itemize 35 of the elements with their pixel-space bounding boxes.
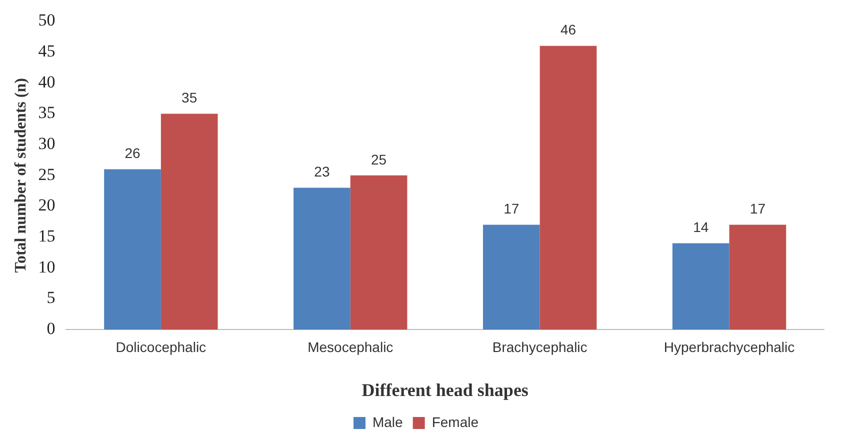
data-label: 17: [750, 200, 766, 217]
x-tick-label: Mesocephalic: [308, 338, 394, 355]
bar: [482, 224, 540, 330]
data-label: 25: [371, 151, 387, 168]
y-tick-label: 40: [38, 72, 56, 92]
y-tick-label: 45: [38, 42, 56, 61]
data-label: 46: [560, 22, 576, 38]
y-tick-label: 50: [38, 10, 56, 30]
x-tick-label: Hyperbrachycephalic: [664, 338, 795, 355]
bar: [729, 224, 786, 330]
y-tick-label: 15: [38, 226, 56, 246]
y-tick-label: 20: [38, 196, 56, 215]
data-label: 14: [693, 219, 709, 236]
bar: [294, 188, 350, 330]
bar: [350, 175, 408, 330]
legend-label: Female: [432, 414, 479, 430]
data-label: 17: [504, 200, 520, 217]
y-tick-label: 5: [46, 288, 56, 308]
y-tick-label: 35: [38, 103, 56, 122]
bar: [540, 46, 597, 330]
bar: [160, 114, 218, 330]
y-tick-label: 30: [38, 134, 56, 154]
bar: [672, 243, 730, 330]
y-tick-label: 0: [46, 319, 56, 338]
legend-label: Male: [372, 414, 404, 430]
y-tick-label: 25: [38, 164, 56, 184]
x-tick-label: Dolicocephalic: [116, 338, 206, 355]
data-label: 26: [124, 145, 141, 162]
x-axis-title: Different head shapes: [362, 380, 528, 400]
bar: [104, 169, 161, 330]
data-label: 23: [314, 164, 330, 180]
x-tick-label: Brachycephalic: [492, 338, 588, 355]
data-label: 35: [182, 90, 198, 106]
y-axis-title: Total number of students (n): [12, 78, 30, 273]
y-tick-label: 10: [38, 257, 56, 276]
